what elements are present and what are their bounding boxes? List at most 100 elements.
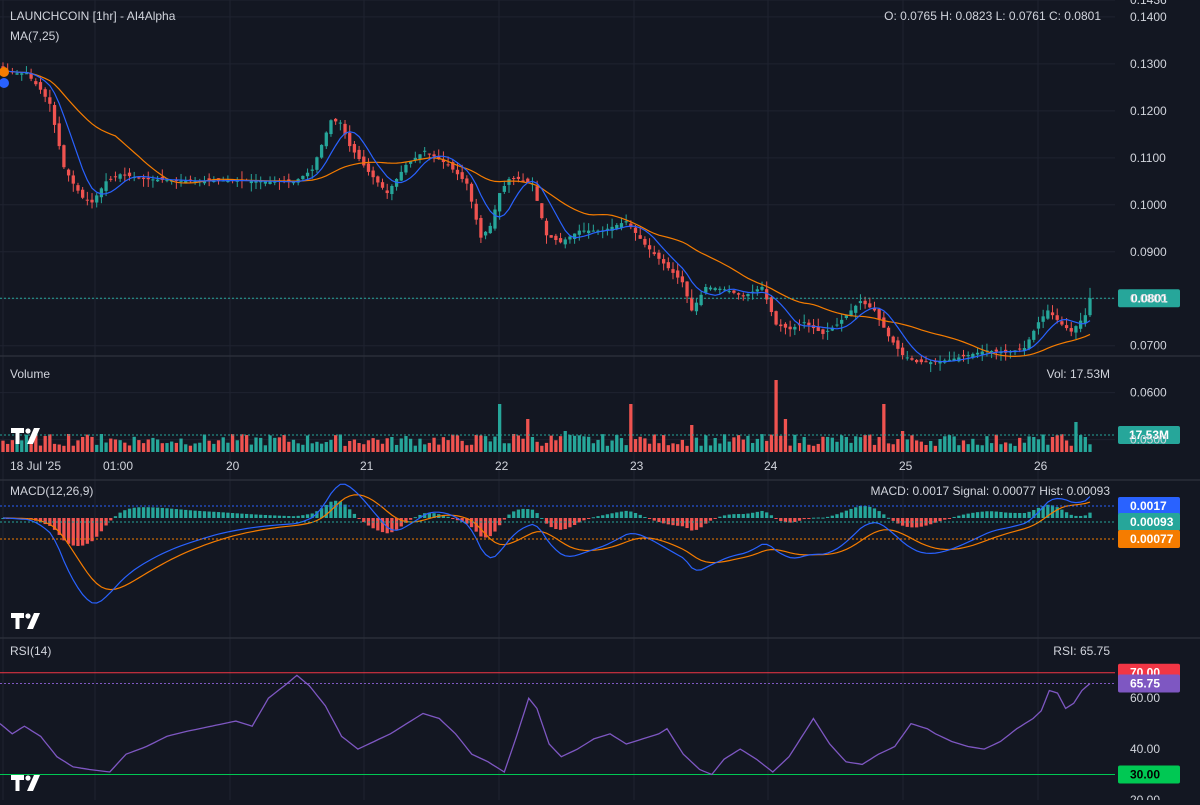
macd-histogram-bar	[732, 514, 736, 518]
candle-body	[999, 352, 1003, 354]
candle-body	[432, 154, 436, 157]
candle-body	[568, 236, 572, 240]
macd-histogram-bar	[652, 518, 656, 521]
macd-histogram-bar	[966, 513, 970, 518]
macd-histogram-bar	[835, 514, 839, 518]
rsi-lower-tag	[1118, 765, 1180, 784]
candle-body	[249, 181, 253, 184]
candle-body	[348, 132, 352, 147]
candle-body	[437, 155, 441, 160]
volume-bar	[882, 404, 886, 452]
candle-body	[423, 150, 427, 152]
volume-bar	[1018, 437, 1022, 452]
candle-body	[591, 230, 595, 232]
volume-bar	[933, 445, 938, 452]
macd-histogram-bar	[779, 518, 783, 522]
candle-body	[85, 199, 89, 201]
macd-histogram-bar	[362, 518, 366, 523]
volume-bar	[385, 438, 389, 452]
volume-bar	[713, 437, 717, 452]
macd-histogram-bar	[811, 517, 816, 519]
volume-bar	[938, 439, 942, 452]
candle-body	[418, 154, 422, 160]
volume-bar	[413, 445, 417, 452]
volume-bar	[685, 445, 689, 452]
volume-bar	[1008, 443, 1012, 452]
candle-body	[1074, 326, 1078, 333]
macd-histogram-bar	[277, 515, 282, 518]
candle-body	[226, 180, 230, 183]
volume-bar	[1088, 444, 1092, 452]
volume-bar	[1004, 442, 1008, 452]
macd-histogram-bar	[240, 513, 244, 518]
macd-histogram-bar	[146, 507, 150, 518]
candle-body	[549, 235, 553, 238]
volume-bar	[20, 440, 24, 452]
candle-body	[765, 289, 769, 300]
candle-body	[629, 223, 633, 228]
volume-bar	[793, 434, 797, 452]
candle-body	[657, 252, 661, 259]
candle-body	[380, 182, 385, 188]
volume-bar	[694, 437, 699, 452]
volume-bar	[863, 434, 867, 452]
macd-histogram-bar	[221, 512, 225, 518]
volume-bar	[399, 438, 403, 452]
volume-bar	[811, 445, 816, 452]
candle-body	[1088, 298, 1092, 316]
macd-histogram-bar	[840, 512, 844, 518]
candle-body	[329, 120, 333, 135]
candle-body	[498, 193, 502, 212]
candle-body	[858, 301, 863, 304]
macd-histogram-bar	[479, 518, 483, 537]
candle-body	[1027, 339, 1031, 349]
volume-bar	[521, 438, 525, 452]
candle-body	[760, 286, 764, 290]
candle-body	[929, 362, 933, 365]
macd-histogram-bar	[212, 511, 216, 518]
volume-bar	[48, 434, 52, 452]
volume-bar	[657, 443, 661, 452]
candle-body	[1083, 315, 1087, 324]
candle-body	[179, 180, 183, 182]
candle-body	[610, 226, 614, 231]
volume-bar	[661, 435, 666, 452]
candle-body	[872, 307, 877, 311]
macd-histogram-bar	[418, 514, 422, 518]
volume-bar	[451, 434, 455, 452]
candle-body	[334, 118, 338, 122]
candle-body	[891, 336, 895, 343]
macd-histogram-bar	[760, 510, 764, 518]
macd-histogram-bar	[633, 512, 638, 518]
volume-bar	[95, 444, 99, 452]
macd-histogram-bar	[1004, 512, 1008, 518]
volume-bar	[910, 435, 914, 452]
volume-bar	[549, 435, 553, 452]
candle-body	[502, 186, 506, 192]
macd-histogram-bar	[287, 516, 291, 518]
macd-histogram-bar	[694, 518, 699, 530]
volume-bar	[1022, 442, 1027, 452]
volume-bar	[572, 435, 577, 452]
volume-bar	[146, 439, 150, 452]
volume-bar	[76, 440, 80, 452]
macd-histogram-bar	[516, 509, 521, 518]
macd-histogram-bar	[943, 518, 947, 520]
volume-bar	[249, 444, 253, 452]
candle-body	[577, 230, 581, 235]
volume-bar	[844, 437, 849, 452]
macd-tag-label: 0.0017	[1130, 499, 1167, 513]
macd-histogram-bar	[554, 518, 558, 530]
volume-bar	[858, 437, 863, 452]
macd-histogram-bar	[830, 515, 834, 518]
macd-histogram-bar	[184, 509, 188, 518]
macd-histogram-bar	[408, 518, 413, 520]
candle-body	[479, 218, 483, 238]
price-panel[interactable]: 0.0801	[0, 62, 1180, 373]
ma-25-marker	[0, 67, 9, 77]
macd-histogram-bar	[708, 518, 713, 521]
macd-histogram-bar	[282, 515, 286, 518]
volume-bar	[235, 440, 239, 452]
macd-histogram-bar	[587, 518, 591, 519]
